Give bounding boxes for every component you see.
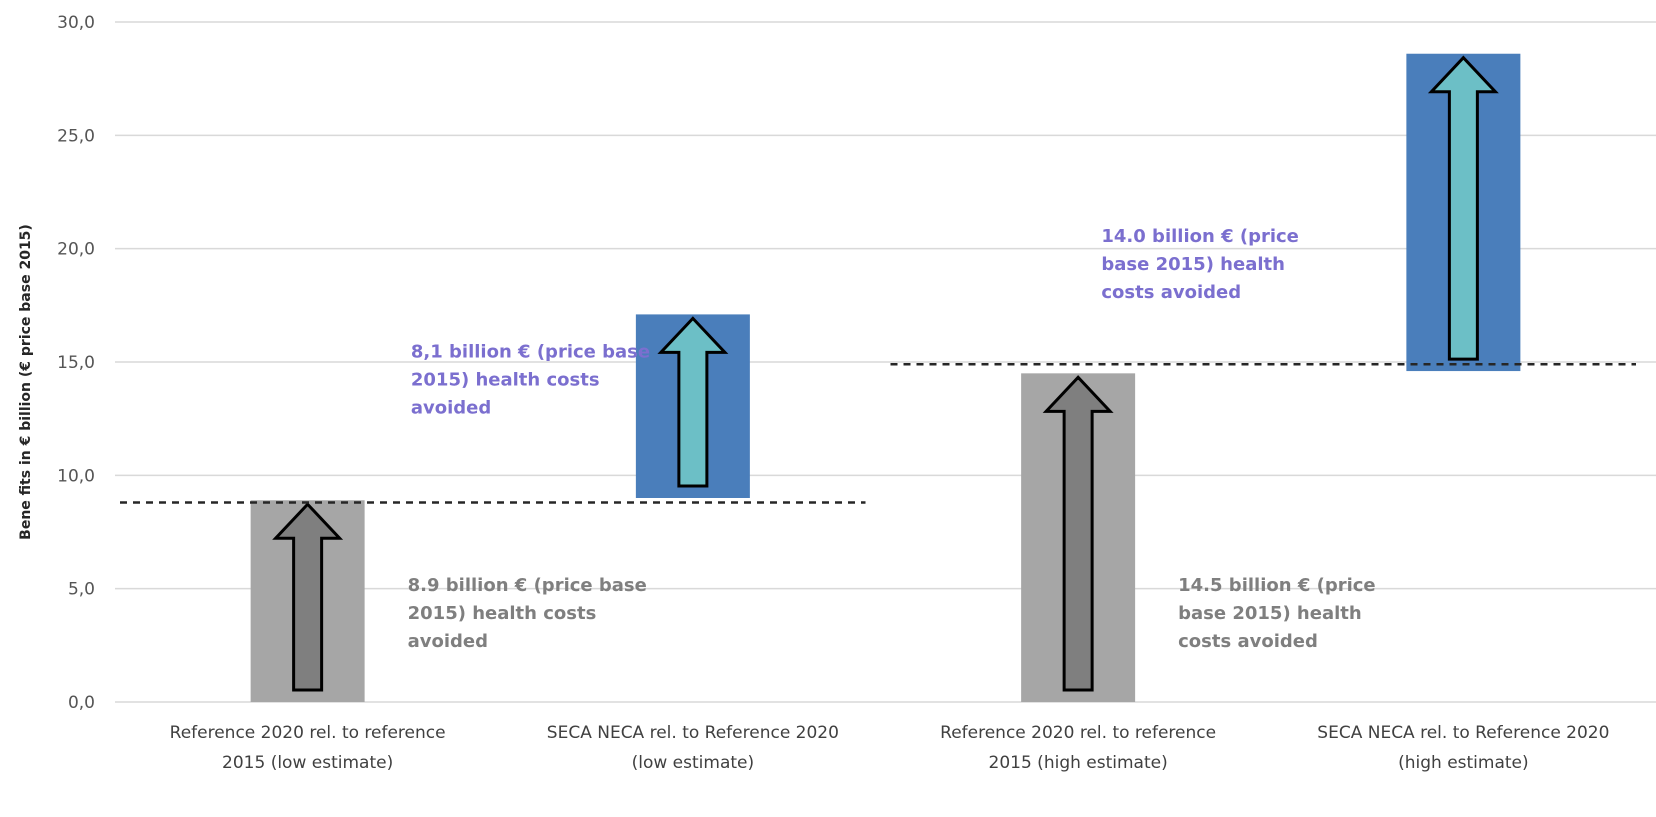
annotation-line: 2015) health costs	[408, 603, 597, 624]
arrow-icon	[272, 502, 344, 692]
category-label-line: Reference 2020 rel. to reference	[940, 723, 1216, 743]
y-tick-label: 15,0	[57, 353, 95, 373]
annotation-line: 8.9 billion € (price base	[408, 575, 647, 596]
reference-lines	[120, 363, 1636, 504]
annotation-line: avoided	[408, 631, 488, 652]
y-tick-label: 30,0	[57, 13, 95, 33]
category-label-line: SECA NECA rel. to Reference 2020	[547, 723, 839, 743]
y-axis-ticks: 0,0 5,0 10,0 15,0 20,0 25,0 30,0	[57, 13, 95, 713]
category-label-line: Reference 2020 rel. to reference	[170, 723, 446, 743]
annotation: 14.0 billion € (price base 2015) health co…	[1101, 226, 1299, 303]
y-tick-label: 5,0	[68, 580, 95, 600]
annotation-line: avoided	[411, 397, 491, 418]
category-label-line: (low estimate)	[632, 753, 755, 773]
annotation: 8,1 billion € (price base 2015) health co…	[411, 341, 650, 418]
category-label: Reference 2020 rel. to reference 2015 (hi…	[940, 723, 1216, 773]
annotation-line: base 2015) health	[1101, 254, 1285, 275]
category-label-line: (high estimate)	[1398, 753, 1529, 773]
y-tick-label: 10,0	[57, 466, 95, 486]
category-label-line: SECA NECA rel. to Reference 2020	[1317, 723, 1609, 743]
annotation: 14.5 billion € (price base 2015) health co…	[1178, 575, 1376, 652]
annotations: 8.9 billion € (price base 2015) health co…	[408, 226, 1376, 652]
arrow-icon	[1427, 55, 1499, 361]
category-label: SECA NECA rel. to Reference 2020 (high es…	[1317, 723, 1609, 773]
category-labels: Reference 2020 rel. to reference 2015 (lo…	[170, 723, 1610, 773]
annotation-line: costs avoided	[1101, 282, 1241, 303]
annotation-line: costs avoided	[1178, 631, 1318, 652]
arrow-icon	[1042, 375, 1114, 692]
arrow-icon	[657, 316, 729, 488]
category-label-line: 2015 (high estimate)	[989, 753, 1168, 773]
category-label: Reference 2020 rel. to reference 2015 (lo…	[170, 723, 446, 773]
annotation-line: 8,1 billion € (price base	[411, 341, 650, 362]
bars	[250, 53, 1521, 702]
annotation-line: 14.5 billion € (price	[1178, 575, 1376, 596]
annotation: 8.9 billion € (price base 2015) health co…	[408, 575, 647, 652]
gridlines	[115, 21, 1656, 703]
y-axis-label: Bene fits in € billion (€ price base 201…	[18, 224, 34, 540]
annotation-line: 14.0 billion € (price	[1101, 226, 1299, 247]
y-tick-label: 20,0	[57, 240, 95, 260]
category-label: SECA NECA rel. to Reference 2020 (low est…	[547, 723, 839, 773]
category-label-line: 2015 (low estimate)	[222, 753, 393, 773]
y-tick-label: 25,0	[57, 126, 95, 146]
annotation-line: 2015) health costs	[411, 369, 600, 390]
annotation-line: base 2015) health	[1178, 603, 1362, 624]
y-tick-label: 0,0	[68, 693, 95, 713]
